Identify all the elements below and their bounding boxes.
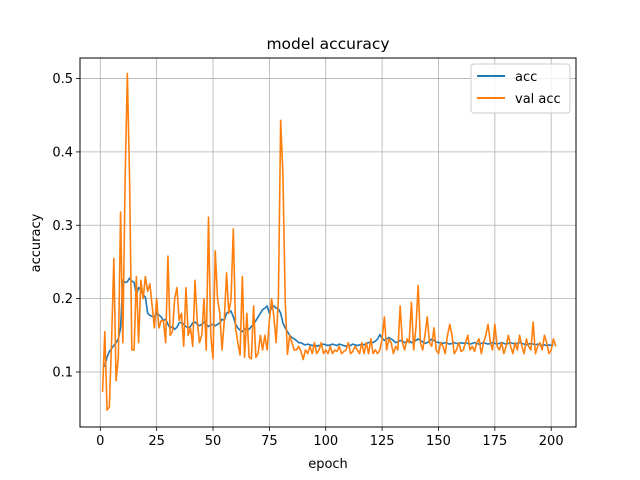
- series-line-acc: [102, 277, 554, 368]
- y-axis-label: accuracy: [29, 213, 44, 272]
- x-tick-label: 100: [313, 434, 338, 449]
- ticks: 0 25 50 75 100 125 150 175 200 0.1 0.2 0.3 0.4 0.5: [52, 72, 563, 449]
- x-tick-label: 125: [370, 434, 395, 449]
- legend: acc val acc: [470, 63, 571, 114]
- x-tick-label: 150: [426, 434, 451, 449]
- y-tick-label: 0.4: [52, 145, 73, 160]
- grid: [80, 58, 576, 427]
- axes-frame: [79, 57, 577, 428]
- legend-label-acc: acc: [515, 70, 537, 85]
- x-tick-label: 0: [96, 434, 104, 449]
- x-tick-label: 175: [482, 434, 507, 449]
- x-axis-label: epoch: [308, 457, 348, 472]
- x-tick-label: 50: [205, 434, 222, 449]
- y-tick-label: 0.1: [52, 365, 73, 380]
- series-layer: [101, 72, 557, 411]
- y-tick-label: 0.2: [52, 292, 73, 307]
- x-tick-label: 25: [148, 434, 165, 449]
- chart-title: model accuracy: [266, 35, 389, 53]
- series-line-val-acc: [101, 72, 557, 411]
- legend-label-val-acc: val acc: [515, 92, 561, 107]
- y-tick-label: 0.3: [52, 219, 73, 234]
- x-tick-label: 200: [539, 434, 564, 449]
- x-tick-label: 75: [261, 434, 278, 449]
- y-tick-label: 0.5: [52, 72, 73, 87]
